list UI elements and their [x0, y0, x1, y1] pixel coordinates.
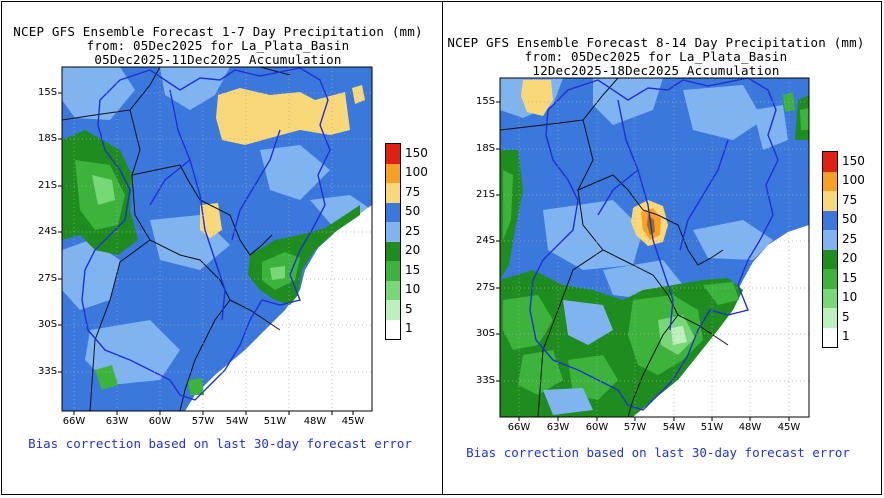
left-lon-label: 51W: [263, 416, 287, 427]
legend-label: 1: [842, 329, 850, 344]
right-lat-label: 18S: [476, 143, 496, 154]
legend-label: 5: [405, 301, 413, 316]
right-lat-label: 27S: [476, 282, 496, 293]
right-title-line-3: 12Dec2025-18Dec2025 Accumulation: [532, 63, 780, 78]
left-precip-map: [58, 66, 373, 415]
legend-label: 150: [405, 145, 428, 160]
legend-label: 15: [405, 262, 421, 277]
legend-label: 75: [842, 192, 858, 207]
left-lat-label: 33S: [38, 366, 58, 377]
legend-swatch: [386, 300, 400, 320]
legend-swatch: [386, 261, 400, 281]
legend-label: 20: [842, 251, 858, 266]
left-lon-label: 63W: [105, 416, 129, 427]
right-lat-label: 21S: [476, 189, 496, 200]
left-forecast-panel: NCEP GFS Ensemble Forecast 1-7 Day Preci…: [13, 24, 428, 451]
legend-label: 100: [405, 165, 428, 180]
legend-label: 1: [405, 321, 413, 336]
legend-label: 50: [405, 204, 421, 219]
left-lon-label: 60W: [148, 416, 172, 427]
right-lat-label: 30S: [476, 328, 496, 339]
legend-swatch: [386, 319, 400, 339]
legend-swatch: [823, 308, 837, 328]
right-precip-map: [496, 77, 810, 421]
right-lon-label: 60W: [585, 422, 609, 433]
legend-label: 25: [842, 231, 858, 246]
legend-swatch: [386, 241, 400, 261]
left-lon-label: 54W: [225, 416, 249, 427]
right-color-legend: [822, 151, 838, 348]
legend-swatch: [386, 222, 400, 242]
legend-swatch: [386, 163, 400, 183]
legend-swatch: [823, 152, 837, 172]
left-lon-label: 57W: [191, 416, 215, 427]
legend-label: 50: [842, 212, 858, 227]
legend-swatch: [386, 183, 400, 203]
right-title-line-1: NCEP GFS Ensemble Forecast 8-14 Day Prec…: [447, 35, 865, 50]
legend-swatch: [823, 249, 837, 269]
left-lon-label: 66W: [62, 416, 86, 427]
right-title-line-2: from: 05Dec2025 for La_Plata_Basin: [524, 49, 788, 64]
panel-divider: [442, 1, 443, 495]
legend-swatch: [386, 144, 400, 164]
right-lon-label: 66W: [507, 422, 531, 433]
left-lat-label: 21S: [38, 180, 58, 191]
right-lat-label: 24S: [476, 235, 496, 246]
legend-label: 20: [405, 243, 421, 258]
left-lat-label: 18S: [38, 133, 58, 144]
left-color-legend: [385, 143, 401, 340]
left-footnote: Bias correction based on last 30-day for…: [28, 436, 412, 451]
legend-label: 5: [842, 309, 850, 324]
left-lat-label: 15S: [38, 87, 58, 98]
legend-label: 75: [405, 184, 421, 199]
legend-label: 25: [405, 223, 421, 238]
left-title-line-2: from: 05Dec2025 for La_Plata_Basin: [86, 38, 350, 53]
legend-label: 150: [842, 153, 865, 168]
legend-swatch: [823, 210, 837, 230]
right-footnote: Bias correction based on last 30-day for…: [466, 445, 850, 460]
left-lat-label: 30S: [38, 319, 58, 330]
right-lon-label: 45W: [777, 422, 801, 433]
left-lon-label: 45W: [341, 416, 365, 427]
left-lat-label: 24S: [38, 226, 58, 237]
legend-label: 15: [842, 270, 858, 285]
legend-label: 10: [842, 290, 858, 305]
right-lon-label: 51W: [700, 422, 724, 433]
right-lon-label: 57W: [623, 422, 647, 433]
legend-label: 10: [405, 282, 421, 297]
right-forecast-panel: NCEP GFS Ensemble Forecast 8-14 Day Prec…: [443, 0, 884, 498]
legend-swatch: [386, 280, 400, 300]
legend-swatch: [823, 191, 837, 211]
right-lon-label: 48W: [738, 422, 762, 433]
legend-label: 100: [842, 173, 865, 188]
legend-swatch: [823, 230, 837, 250]
legend-swatch: [823, 171, 837, 191]
legend-swatch: [823, 327, 837, 347]
legend-swatch: [386, 202, 400, 222]
right-lat-label: 33S: [476, 375, 496, 386]
left-title-line-1: NCEP GFS Ensemble Forecast 1-7 Day Preci…: [13, 24, 423, 39]
legend-swatch: [823, 288, 837, 308]
right-lat-label: 15S: [476, 96, 496, 107]
right-lon-label: 63W: [546, 422, 570, 433]
left-lon-label: 48W: [303, 416, 327, 427]
left-lat-label: 27S: [38, 273, 58, 284]
legend-swatch: [823, 269, 837, 289]
right-lon-label: 54W: [662, 422, 686, 433]
left-title-line-3: 05Dec2025-11Dec2025 Accumulation: [94, 52, 342, 67]
